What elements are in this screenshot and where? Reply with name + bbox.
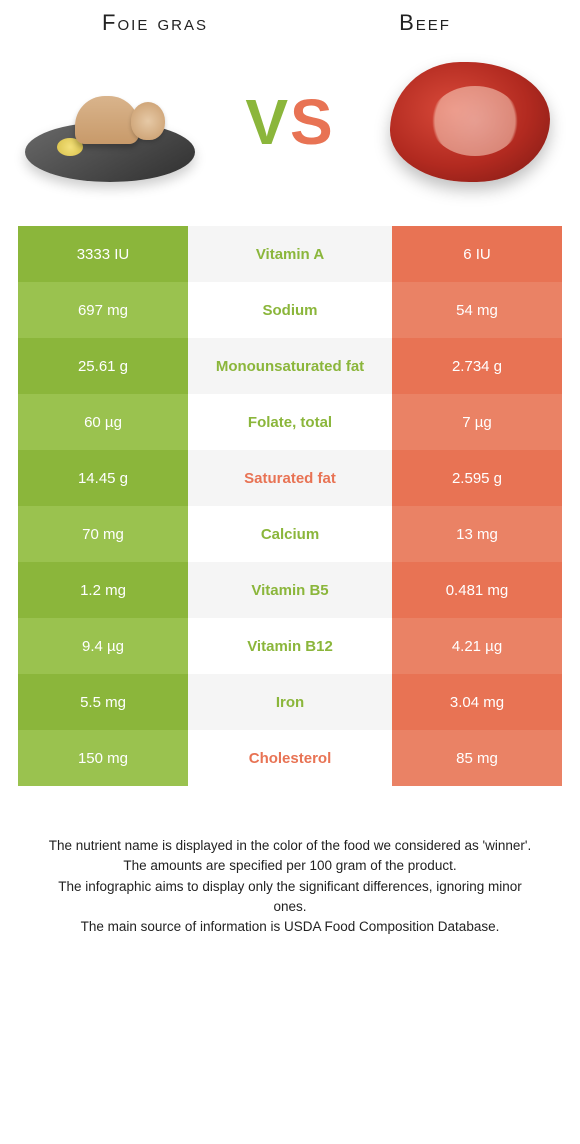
- value-right: 3.04 mg: [392, 674, 562, 730]
- table-row: 150 mgCholesterol85 mg: [18, 730, 562, 786]
- nutrient-name: Calcium: [188, 506, 392, 562]
- nutrient-name: Vitamin B12: [188, 618, 392, 674]
- value-right: 2.734 g: [392, 338, 562, 394]
- title-right: Beef: [290, 10, 560, 36]
- nutrient-name: Vitamin B5: [188, 562, 392, 618]
- vs-v: V: [245, 86, 290, 158]
- value-left: 25.61 g: [18, 338, 188, 394]
- table-row: 5.5 mgIron3.04 mg: [18, 674, 562, 730]
- value-right: 6 IU: [392, 226, 562, 282]
- table-row: 3333 IUVitamin A6 IU: [18, 226, 562, 282]
- value-left: 150 mg: [18, 730, 188, 786]
- nutrient-name: Cholesterol: [188, 730, 392, 786]
- nutrient-name: Folate, total: [188, 394, 392, 450]
- table-row: 60 µgFolate, total7 µg: [18, 394, 562, 450]
- nutrient-name: Saturated fat: [188, 450, 392, 506]
- value-right: 13 mg: [392, 506, 562, 562]
- value-left: 5.5 mg: [18, 674, 188, 730]
- value-left: 1.2 mg: [18, 562, 188, 618]
- footer-line: The infographic aims to display only the…: [40, 877, 540, 918]
- footer-line: The amounts are specified per 100 gram o…: [40, 856, 540, 876]
- value-right: 0.481 mg: [392, 562, 562, 618]
- value-right: 54 mg: [392, 282, 562, 338]
- value-right: 85 mg: [392, 730, 562, 786]
- vs-s: S: [290, 86, 335, 158]
- table-row: 697 mgSodium54 mg: [18, 282, 562, 338]
- foie-gras-image: [20, 52, 200, 192]
- value-left: 697 mg: [18, 282, 188, 338]
- nutrient-name: Sodium: [188, 282, 392, 338]
- footer-line: The main source of information is USDA F…: [40, 917, 540, 937]
- table-row: 70 mgCalcium13 mg: [18, 506, 562, 562]
- value-left: 70 mg: [18, 506, 188, 562]
- footer-notes: The nutrient name is displayed in the co…: [40, 836, 540, 937]
- footer-line: The nutrient name is displayed in the co…: [40, 836, 540, 856]
- value-left: 60 µg: [18, 394, 188, 450]
- images-row: VS: [0, 42, 580, 216]
- nutrient-name: Monounsaturated fat: [188, 338, 392, 394]
- value-left: 14.45 g: [18, 450, 188, 506]
- table-row: 9.4 µgVitamin B124.21 µg: [18, 618, 562, 674]
- vs-label: VS: [245, 85, 334, 159]
- value-left: 3333 IU: [18, 226, 188, 282]
- title-row: Foie gras Beef: [0, 0, 580, 42]
- nutrient-name: Iron: [188, 674, 392, 730]
- nutrient-name: Vitamin A: [188, 226, 392, 282]
- beef-image: [380, 52, 560, 192]
- comparison-table: 3333 IUVitamin A6 IU697 mgSodium54 mg25.…: [18, 226, 562, 786]
- table-row: 14.45 gSaturated fat2.595 g: [18, 450, 562, 506]
- table-row: 1.2 mgVitamin B50.481 mg: [18, 562, 562, 618]
- value-right: 7 µg: [392, 394, 562, 450]
- table-row: 25.61 gMonounsaturated fat2.734 g: [18, 338, 562, 394]
- value-right: 4.21 µg: [392, 618, 562, 674]
- value-right: 2.595 g: [392, 450, 562, 506]
- title-left: Foie gras: [20, 10, 290, 36]
- value-left: 9.4 µg: [18, 618, 188, 674]
